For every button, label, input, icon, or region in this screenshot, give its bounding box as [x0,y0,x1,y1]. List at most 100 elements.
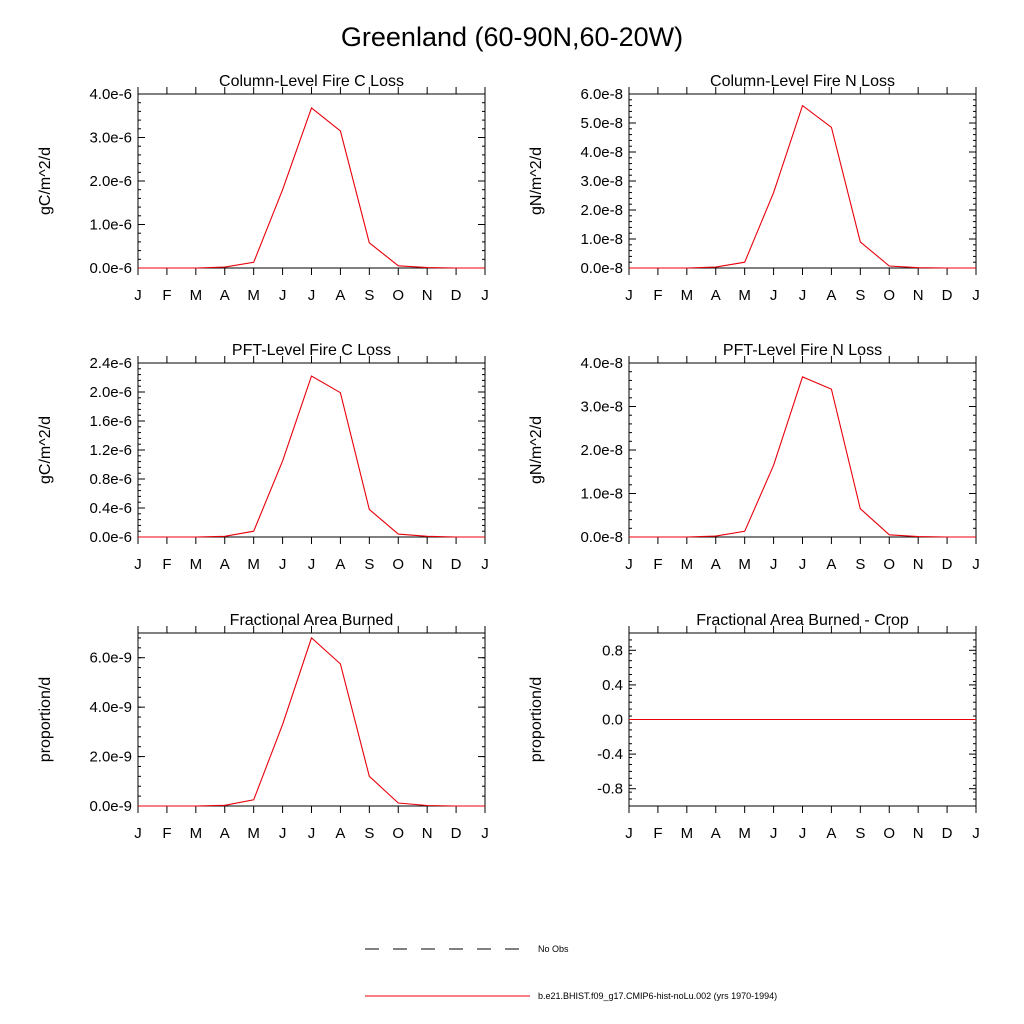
x-tick-label: A [711,556,721,573]
y-tick-label: 4.0e-8 [580,144,623,161]
x-tick-label: O [392,287,404,304]
y-axis-label: gN/m^2/d [528,416,545,484]
y-tick-label: 2.0e-6 [89,173,132,190]
y-tick-label: 1.0e-8 [580,486,623,503]
x-tick-label: J [770,556,778,573]
x-tick-label: J [972,556,980,573]
x-tick-label: N [422,287,433,304]
x-tick-label: J [134,287,142,304]
x-tick-label: J [279,825,287,842]
x-tick-label: M [681,825,694,842]
figure-title: Greenland (60-90N,60-20W) [340,22,684,52]
y-tick-label: 2.0e-8 [580,442,623,459]
y-axis-label: proportion/d [528,677,545,762]
x-tick-label: F [653,556,662,573]
x-tick-label: F [653,825,662,842]
panel-title: PFT-Level Fire N Loss [723,342,882,359]
x-tick-label: J [625,556,633,573]
y-tick-label: 3.0e-8 [580,399,623,416]
x-tick-label: M [681,287,694,304]
y-axis-label: gC/m^2/d [37,147,54,215]
y-tick-label: 0.0e-9 [89,798,132,815]
series-line [138,375,485,538]
x-tick-label: J [481,556,489,573]
x-tick-label: J [279,287,287,304]
x-tick-label: N [913,825,924,842]
x-tick-label: M [190,556,203,573]
y-axis-label: gC/m^2/d [37,416,54,484]
x-tick-label: A [335,556,345,573]
y-tick-label: 4.0e-6 [89,86,132,103]
x-tick-label: A [826,556,836,573]
panel-title: Fractional Area Burned [230,612,394,629]
x-tick-label: A [220,825,230,842]
x-tick-label: O [883,825,895,842]
panel-title: PFT-Level Fire C Loss [232,342,391,359]
x-tick-label: F [653,287,662,304]
y-tick-label: 6.0e-9 [89,650,132,667]
plot-frame [628,362,977,538]
y-tick-label: 0.0e-6 [89,529,132,546]
x-tick-label: M [247,825,260,842]
x-tick-label: S [855,825,865,842]
y-tick-label: 0.8 [602,642,623,659]
x-tick-label: J [770,825,778,842]
x-tick-label: A [711,825,721,842]
plot-frame [137,362,486,538]
x-tick-label: M [247,556,260,573]
y-tick-label: 0.0e-8 [580,529,623,546]
y-tick-label: -0.8 [597,781,623,798]
y-tick-label: 0.0 [602,712,623,729]
y-axis-label: proportion/d [37,677,54,762]
chart-panel-3: PFT-Level Fire C Loss gC/m^2/d 0.0e-6 0.4e-… [37,342,489,573]
y-tick-label: 1.2e-6 [89,442,132,459]
legend-obs-label: No Obs [538,944,569,954]
y-tick-label: 2.0e-8 [580,202,623,219]
x-tick-label: F [162,556,171,573]
panel-title: Column-Level Fire C Loss [219,73,404,90]
x-tick-label: N [913,287,924,304]
x-tick-label: J [134,556,142,573]
chart-panel-4: PFT-Level Fire N Loss gN/m^2/d 0.0e-8 1.0e-… [528,342,980,573]
x-tick-label: J [972,287,980,304]
y-tick-label: 2.0e-6 [89,384,132,401]
x-tick-label: A [826,287,836,304]
series-line [629,104,976,269]
x-tick-label: S [364,556,374,573]
x-tick-label: F [162,287,171,304]
x-tick-label: J [799,825,807,842]
chart-panel-6: Fractional Area Burned - Crop proportion/… [528,612,980,842]
x-tick-label: A [335,825,345,842]
y-tick-label: 0.4 [602,677,623,694]
x-tick-label: J [972,825,980,842]
chart-panel-5: Fractional Area Burned proportion/d 0.0e-9… [37,612,489,842]
x-tick-label: M [738,556,751,573]
series-line [138,636,485,807]
x-tick-label: D [942,825,953,842]
plot-frame [628,93,977,269]
x-tick-label: N [422,825,433,842]
x-tick-label: M [738,287,751,304]
x-tick-label: J [770,287,778,304]
plot-frame [137,632,486,807]
y-tick-label: 0.0e-6 [89,260,132,277]
y-tick-label: 4.0e-9 [89,699,132,716]
y-axis-label: gN/m^2/d [528,147,545,215]
x-tick-label: J [625,287,633,304]
x-tick-label: D [451,556,462,573]
x-tick-label: A [711,287,721,304]
y-tick-label: -0.4 [597,746,623,763]
y-tick-label: 4.0e-8 [580,355,623,372]
series-line [629,376,976,538]
x-tick-label: A [220,556,230,573]
x-tick-label: N [913,556,924,573]
y-tick-label: 0.0e-8 [580,260,623,277]
x-tick-label: A [826,825,836,842]
x-tick-label: F [162,825,171,842]
series-line [138,106,485,269]
x-tick-label: O [883,556,895,573]
y-tick-label: 6.0e-8 [580,86,623,103]
x-tick-label: O [392,556,404,573]
y-tick-label: 1.0e-6 [89,217,132,234]
x-tick-label: J [625,825,633,842]
